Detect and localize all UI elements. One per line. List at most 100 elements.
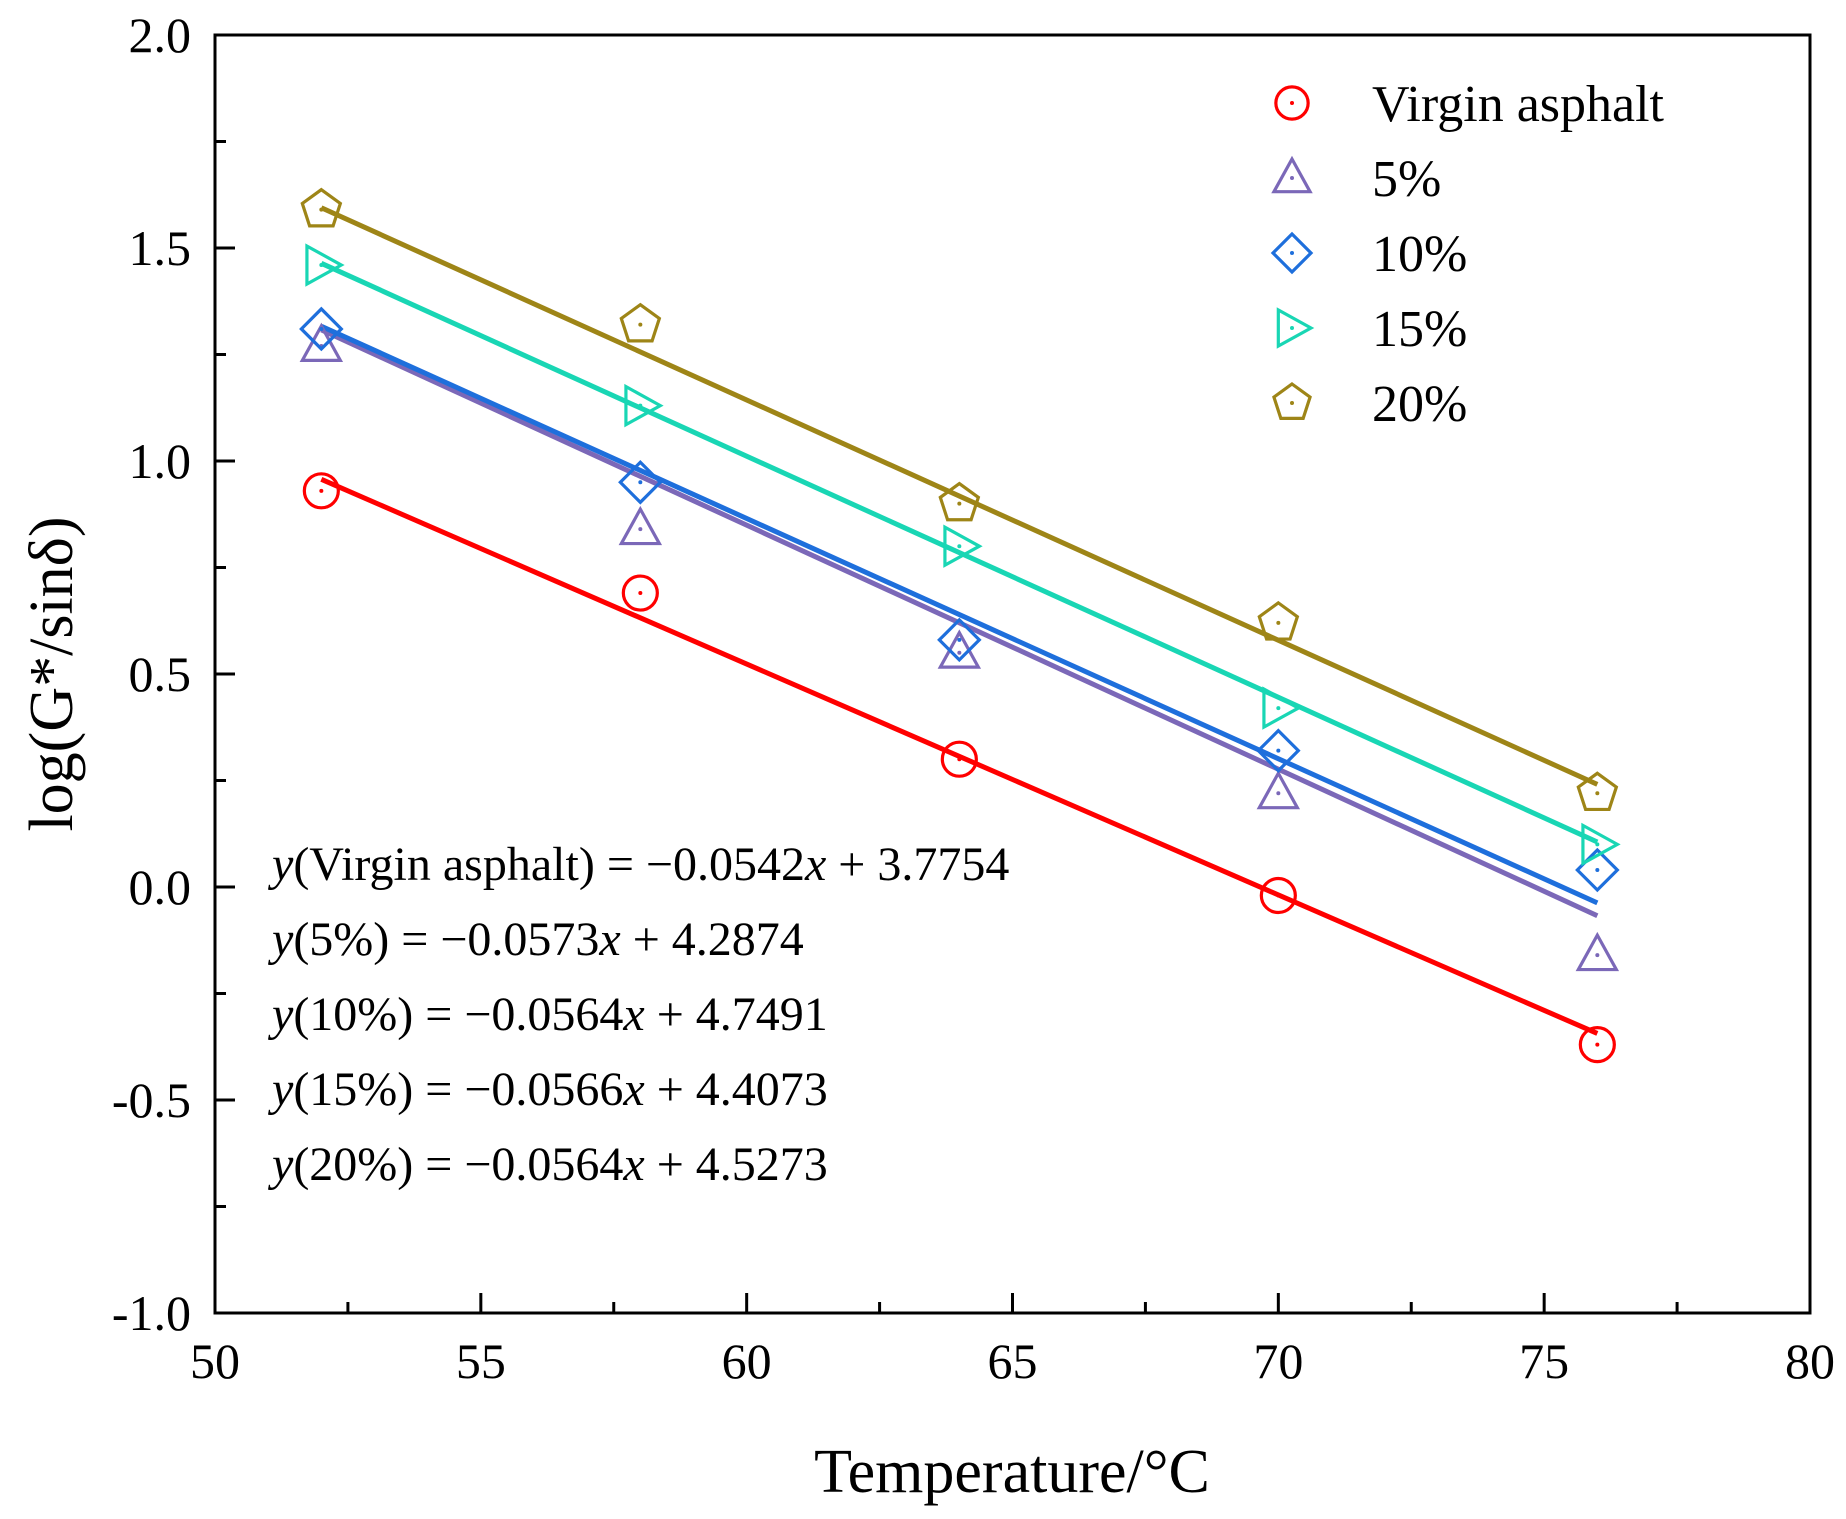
marker-shape (940, 740, 978, 778)
marker-shape (618, 505, 663, 546)
fit-lines (320, 205, 1599, 1036)
marker-center-dot (1595, 953, 1600, 958)
x-tick-label: 80 (1785, 1333, 1835, 1389)
x-tick-label: 50 (190, 1333, 240, 1389)
marker-center-dot (957, 637, 962, 642)
marker-shape (302, 472, 340, 510)
marker-center-dot (1595, 1042, 1600, 1047)
marker-center-dot (319, 326, 324, 331)
marker-shape (305, 243, 345, 287)
marker-center-dot (1276, 748, 1281, 753)
data-point (940, 740, 978, 778)
data-point (943, 524, 983, 568)
marker-center-dot (638, 322, 643, 327)
data-point (938, 481, 981, 522)
plot-frame (213, 33, 1812, 1315)
marker-shape (1256, 728, 1301, 773)
marker-shape (1276, 307, 1315, 349)
marker-center-dot (319, 263, 324, 268)
marker-center-dot (638, 527, 643, 532)
data-point (1578, 1026, 1616, 1064)
data-point (624, 383, 664, 428)
legend-label: Virgin asphalt (1372, 76, 1665, 133)
data-point (1262, 686, 1302, 730)
y-tick-label: 2.0 (129, 7, 192, 63)
y-tick-label: 0.0 (129, 859, 192, 915)
y-tick-label: -1.0 (112, 1285, 191, 1341)
y-tick-label: -0.5 (112, 1072, 191, 1128)
marker-shape (1575, 931, 1620, 972)
y-tick-label: 1.0 (129, 433, 192, 489)
legend-label: 15% (1372, 301, 1467, 358)
marker-center-dot (638, 591, 643, 596)
marker-center-dot (1276, 620, 1281, 625)
marker-shape (299, 306, 344, 352)
marker-shape (1259, 876, 1297, 915)
marker-shape (937, 617, 982, 663)
legend-marker (1271, 155, 1313, 194)
data-point (618, 505, 663, 546)
marker-center-dot (638, 480, 643, 485)
marker-shape (618, 460, 663, 505)
legend-marker (1274, 85, 1310, 121)
marker-shape (1271, 155, 1313, 194)
legend-marker (1276, 307, 1315, 349)
fit-equation: y(20%) = −0.0564x + 4.5273 (267, 1138, 828, 1191)
marker-shape (624, 383, 664, 428)
x-axis-title: Temperature/°C (814, 1438, 1210, 1506)
marker-shape (621, 574, 659, 612)
marker-center-dot (1290, 176, 1294, 180)
legend-label: 10% (1372, 226, 1467, 283)
marker-shape (1272, 382, 1312, 420)
data-point (305, 243, 345, 287)
fit-equation: y(15%) = −0.0566x + 4.4073 (267, 1063, 828, 1116)
marker-center-dot (1276, 893, 1281, 898)
y-axis-title: log(G*/sinδ) (18, 516, 86, 831)
legend-label: 5% (1372, 151, 1441, 208)
marker-shape (300, 187, 343, 228)
x-tick-label: 55 (456, 1333, 506, 1389)
x-tick-label: 60 (722, 1333, 772, 1389)
marker-shape (943, 524, 983, 568)
marker-center-dot (1290, 401, 1294, 405)
data-point (619, 302, 662, 343)
marker-shape (938, 481, 981, 522)
legend: Virgin asphalt 5% 10% 15% 20% (1270, 76, 1665, 433)
marker-center-dot (1595, 867, 1600, 872)
fit-line (320, 327, 1599, 918)
x-tick-label: 70 (1253, 1333, 1303, 1389)
data-point (1259, 876, 1297, 915)
fit-line (320, 261, 1599, 845)
data-point (618, 460, 663, 505)
y-tick-label: 0.5 (129, 646, 192, 702)
marker-center-dot (1595, 842, 1600, 847)
y-tick-label: 1.5 (129, 220, 192, 276)
data-point (1256, 769, 1301, 810)
data-point (299, 306, 344, 352)
marker-shape (1581, 822, 1621, 867)
fit-line (320, 323, 1599, 906)
axis-ticks (213, 33, 1812, 1315)
marker-center-dot (1290, 326, 1294, 330)
data-point (300, 187, 343, 228)
marker-center-dot (957, 501, 962, 506)
legend-marker (1272, 382, 1312, 420)
marker-shape (1578, 1026, 1616, 1064)
fit-equation: y(5%) = −0.0573x + 4.2874 (267, 913, 804, 966)
y-tick-labels: -1.0 -0.5 0.0 0.5 1.0 1.5 2.0 (112, 7, 191, 1341)
data-markers (299, 187, 1621, 1064)
legend-marker (1270, 231, 1314, 275)
marker-shape (1256, 769, 1301, 810)
marker-shape (1262, 686, 1302, 730)
data-point (302, 472, 340, 510)
data-point (1256, 728, 1301, 773)
marker-shape (619, 302, 662, 343)
data-point (937, 617, 982, 663)
fit-equation: y(10%) = −0.0564x + 4.7491 (267, 988, 828, 1041)
data-point (1581, 822, 1621, 867)
marker-shape (299, 322, 344, 362)
marker-center-dot (319, 207, 324, 212)
data-point (1575, 931, 1620, 972)
marker-center-dot (957, 650, 962, 655)
x-tick-label: 75 (1519, 1333, 1569, 1389)
